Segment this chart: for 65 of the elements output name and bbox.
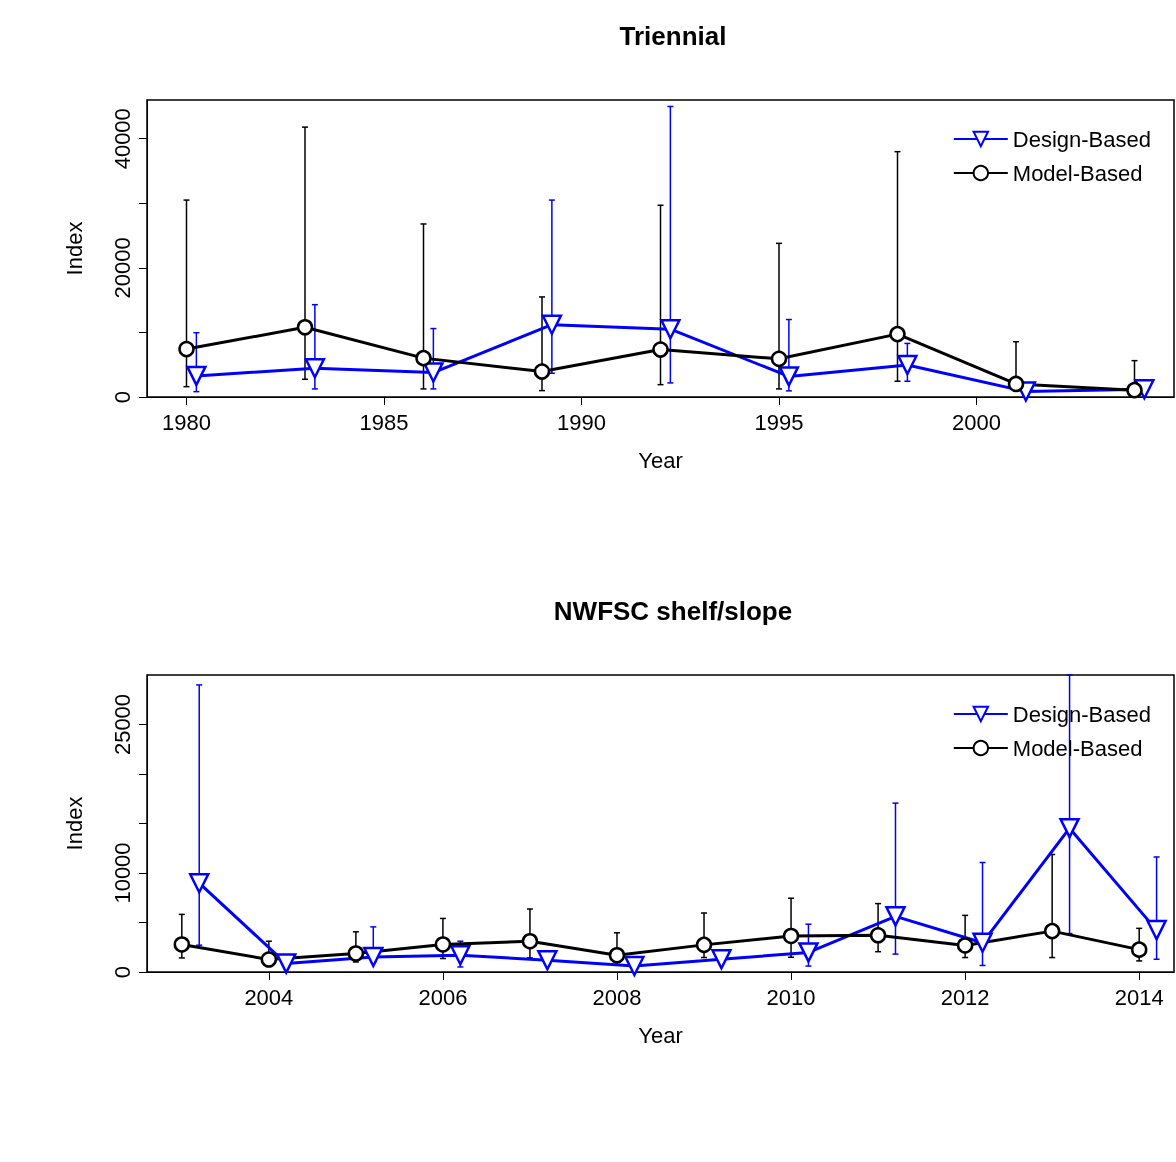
point xyxy=(1043,922,1061,940)
x-tick-label: 2006 xyxy=(418,984,468,1010)
x-axis-title: Year xyxy=(638,447,683,473)
y-tick-label: 0 xyxy=(109,965,135,979)
x-tick-label: 2012 xyxy=(940,984,990,1010)
x-tick-label: 2004 xyxy=(244,984,294,1010)
point xyxy=(660,318,681,340)
point xyxy=(889,325,906,343)
x-tick-label: 2008 xyxy=(592,984,642,1010)
chart-title: Triennial xyxy=(619,21,727,51)
point xyxy=(186,365,207,387)
point xyxy=(956,937,974,954)
x-axis-title: Year xyxy=(638,1022,683,1048)
point xyxy=(537,949,558,971)
point xyxy=(1059,817,1080,839)
point xyxy=(347,945,365,962)
x-tick-label: 1995 xyxy=(754,409,804,435)
chart-title: NWFSC shelf/slope xyxy=(553,596,793,626)
x-tick-label: 1980 xyxy=(162,409,211,435)
point xyxy=(782,927,800,945)
point xyxy=(1130,941,1148,958)
point xyxy=(521,932,539,950)
point xyxy=(798,942,819,963)
point xyxy=(434,936,452,953)
point xyxy=(296,319,314,336)
point xyxy=(304,357,326,379)
point xyxy=(178,340,195,358)
y-tick-label: 20000 xyxy=(109,237,135,299)
point xyxy=(450,945,471,966)
y-axis-title: Index xyxy=(61,796,87,851)
point xyxy=(533,363,551,380)
point xyxy=(363,946,384,968)
point xyxy=(897,354,918,376)
legend-label: Design-Based xyxy=(1012,126,1151,152)
point xyxy=(711,948,732,970)
x-tick-label: 1985 xyxy=(359,409,409,435)
point xyxy=(1126,381,1143,399)
y-tick-label: 40000 xyxy=(109,108,135,170)
x-tick-label: 2000 xyxy=(952,409,1001,435)
y-tick-label: 25000 xyxy=(109,693,135,756)
y-tick-label: 0 xyxy=(109,390,135,404)
point xyxy=(1146,919,1167,941)
legend-label: Model-Based xyxy=(1012,160,1143,186)
point xyxy=(173,936,191,953)
point xyxy=(1007,375,1025,393)
point xyxy=(608,947,626,964)
x-tick-label: 2010 xyxy=(766,984,816,1010)
point xyxy=(260,951,278,968)
point xyxy=(188,872,210,894)
point xyxy=(869,927,887,944)
point xyxy=(652,341,669,358)
x-tick-label: 2014 xyxy=(1114,984,1164,1010)
point xyxy=(778,366,800,387)
point xyxy=(415,349,432,367)
y-axis-title: Index xyxy=(61,221,87,276)
point xyxy=(276,953,297,974)
x-tick-label: 1990 xyxy=(557,409,606,435)
point xyxy=(770,350,788,368)
point xyxy=(695,936,713,954)
point xyxy=(423,362,444,383)
point xyxy=(885,906,906,927)
y-tick-label: 10000 xyxy=(109,842,135,904)
point xyxy=(972,932,993,954)
point xyxy=(541,314,563,335)
point xyxy=(624,955,645,977)
